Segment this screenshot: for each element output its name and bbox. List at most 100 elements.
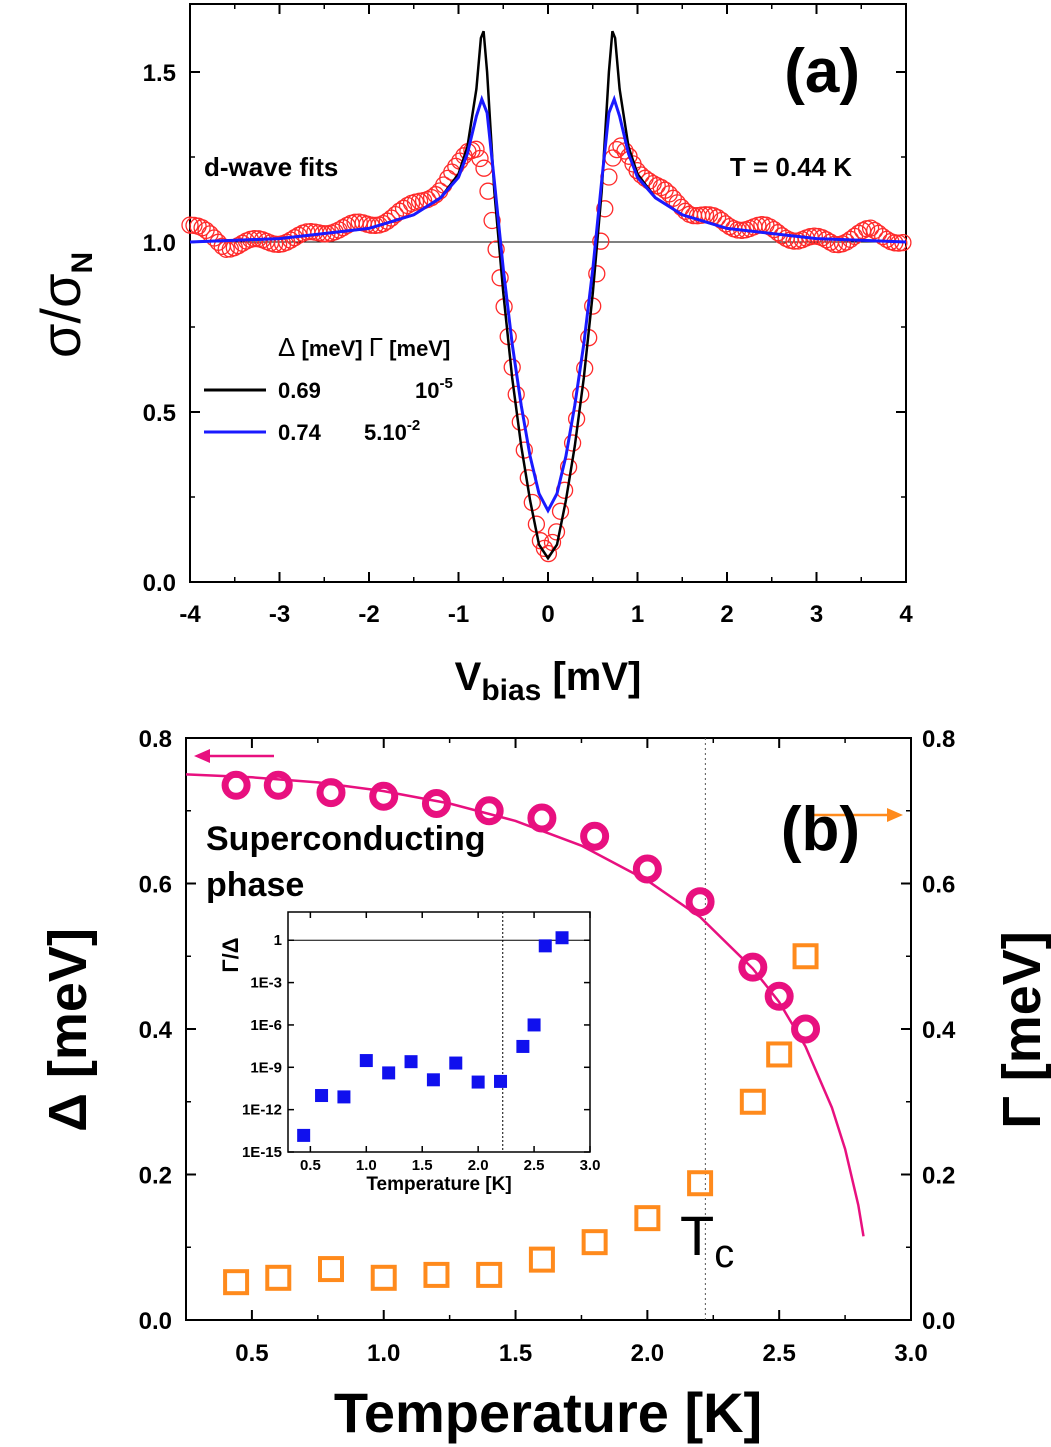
x-tick-label: -1 [448,601,469,628]
inset-x-tick-label: 1.0 [356,1157,377,1174]
fit-line-black [189,30,907,561]
x-tick-label: 2.0 [631,1340,664,1367]
legend-gamma-exponent: -5 [439,375,452,392]
data-point [475,159,493,177]
x-tick-label: 4 [899,601,913,628]
gap-point [632,854,662,884]
data-point [547,523,566,541]
gamma-point [265,1264,292,1291]
gamma-point [223,1269,250,1296]
data-point [334,219,352,237]
data-point [487,240,505,258]
data-point [825,235,844,254]
y-left-tick-label: 0.6 [139,872,172,899]
data-circles [181,137,912,563]
y-axis-label-sub: N [66,252,99,274]
gap-point [316,778,346,808]
data-point [588,265,606,283]
inset-x-tick-label: 1.5 [412,1157,433,1174]
y-right-tick-label: 0.8 [922,726,955,753]
inset-point [449,1056,463,1070]
data-point [539,544,558,563]
gamma-point [423,1261,450,1288]
legend-header-unit1: [meV] [295,336,368,361]
inset-y-tick-label: 1E-6 [250,1017,282,1034]
inset-point [315,1089,329,1103]
inset-y-tick-label: 1 [274,932,282,949]
x-tick-label: -3 [269,601,290,628]
x-tick-label: 1.5 [499,1340,532,1367]
inset-x-axis-label: Temperature [K] [366,1174,511,1195]
panel-label: (b) [781,795,860,864]
gamma-point [634,1205,661,1232]
y-right-tick-label: 0.6 [922,872,955,899]
inset-point [404,1055,418,1069]
gamma-point [739,1088,766,1115]
inset-point [426,1073,440,1087]
data-point [878,230,896,249]
data-point [483,211,501,230]
x-tick-label: 3 [810,601,823,628]
y-left-tick-label: 0.4 [139,1017,173,1044]
tc-label: Tc [680,1204,734,1276]
gamma-point [318,1256,344,1283]
legend-gamma-base: 5.10 [364,420,407,445]
x-tick-label: 2 [720,601,733,628]
inset-x-tick-label: 2.0 [468,1157,489,1174]
inset-x-tick-label: 0.5 [300,1157,321,1174]
annotation-left: d-wave fits [204,152,338,182]
data-point [559,458,578,476]
legend-gamma-value: 10-5 [415,375,453,403]
data-point [785,232,803,250]
legend-delta-value: 0.74 [278,420,322,445]
inset-x-tick-label: 3.0 [580,1157,601,1174]
inset-plot: 0.5 1.0 1.5 2.0 2.5 3.0 1E-15 1E-12 1E-9 1E-6 1E-3… [218,911,601,1195]
tc-label-sub: c [714,1232,734,1276]
y-axis-label-main: σ/σ [29,273,92,358]
x-axis-label: Vbias [mV] [455,655,642,707]
legend-delta-value: 0.69 [278,378,321,403]
y-left-tick-label: 0.2 [139,1163,172,1190]
inset-x-tick-label: 2.5 [524,1157,545,1174]
y-right-axis-label: Γ [meV] [992,931,1051,1129]
inset-point [555,931,569,945]
gap-point [221,770,251,800]
panel-label: (a) [784,37,860,106]
legend-gamma-exponent: -2 [407,417,420,434]
legend-gamma-base: 10 [415,378,439,403]
panel-a: -4 -3 -2 -1 0 1 2 3 4 0.0 0.5 1.0 1.5 (a) d-wave fits T… [29,3,913,707]
y-axis-label: σ/σN [29,252,99,358]
inset-point [494,1074,508,1088]
gap-point [421,788,451,818]
x-tick-label: 1 [631,601,644,628]
x-tick-label: 0.5 [235,1340,268,1367]
gap-point [685,887,715,917]
tc-label-main: T [680,1204,714,1267]
inset-point [471,1075,485,1089]
x-axis-label: Temperature [K] [334,1381,762,1444]
gap-point [791,1014,821,1044]
y-left-axis-label: Δ [meV] [38,928,98,1132]
gamma-point [766,1041,793,1068]
legend-header: Δ [meV] Γ [meV] [278,332,450,362]
y-left-tick-label: 0.0 [139,1308,172,1335]
gap-fit-line [185,773,865,1237]
x-tick-label: -2 [358,601,379,628]
legend-header-delta: Δ [278,332,295,362]
inset-y-tick-label: 1E-9 [250,1059,282,1076]
legend-gamma-value: 5.10-2 [364,417,420,445]
y-right-tick-label: 0.4 [922,1017,956,1044]
gap-point [764,981,794,1011]
gamma-point [792,943,819,970]
data-point [592,232,610,250]
data-point [563,434,582,452]
inset-point [516,1039,530,1053]
x-axis-label-sub: bias [481,674,541,707]
x-tick-label: 2.5 [762,1340,795,1367]
x-tick-label: -4 [179,601,201,628]
x-axis-label-unit: [mV] [541,655,641,699]
x-tick-label: 1.0 [367,1340,400,1367]
data-point [551,502,570,520]
y-tick-label: 0.5 [143,400,176,427]
